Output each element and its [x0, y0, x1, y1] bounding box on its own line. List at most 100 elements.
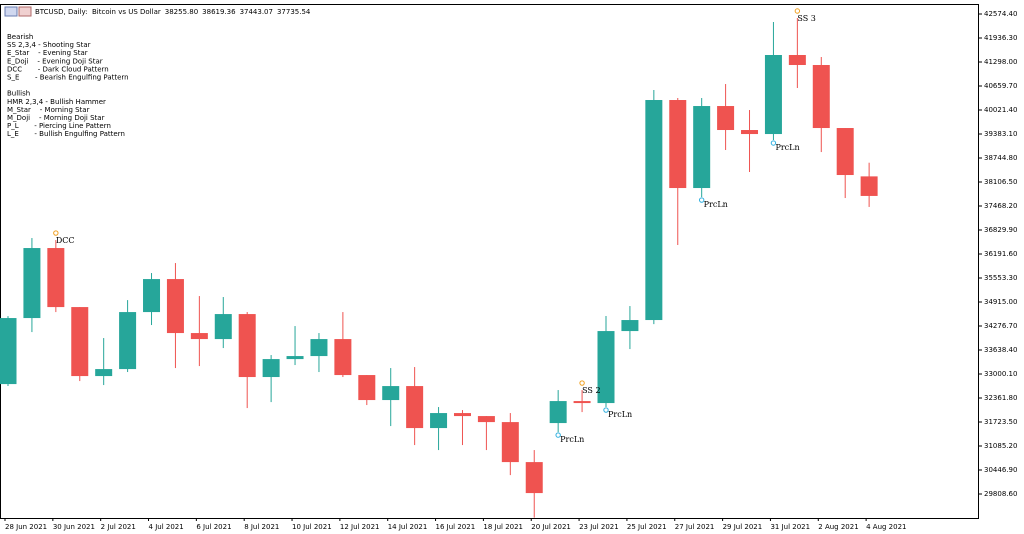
candle-body: [477, 416, 495, 423]
note-line: M_Star - Morning Star: [7, 106, 90, 114]
candle-body: [788, 55, 806, 66]
plot-frame: [0, 4, 979, 519]
candle-body: [238, 314, 256, 378]
chart-title: BTCUSD, Daily: Bitcoin vs US Dollar 38255…: [35, 8, 311, 16]
note-line: Bullish: [7, 90, 30, 98]
annotation: PrcLn: [608, 410, 632, 419]
x-tick-label: 29 Jul 2021: [723, 523, 763, 531]
candle-body: [741, 130, 759, 135]
candle-body: [95, 369, 113, 377]
y-tick-label: 40021.40: [984, 106, 1017, 114]
candle-body: [525, 462, 543, 494]
y-tick-label: 36829.90: [984, 226, 1017, 234]
note-line: E_Doji - Evening Doji Star: [7, 57, 103, 65]
annotation-icon: [555, 432, 561, 438]
candle-body: [310, 339, 328, 357]
y-tick-label: 37468.20: [984, 202, 1017, 210]
candle-body: [717, 106, 735, 131]
candle-body: [119, 312, 137, 370]
x-tick-label: 14 Jul 2021: [388, 523, 428, 531]
x-tick-label: 30 Jun 2021: [53, 523, 95, 531]
candle-body: [71, 307, 89, 377]
note-line: HMR 2,3,4 - Bullish Hammer: [7, 98, 106, 106]
y-tick-label: 33000.10: [984, 370, 1017, 378]
candle-body: [573, 401, 591, 404]
note-line: DCC - Dark Cloud Pattern: [7, 65, 109, 73]
ohlc-value: 38255.80: [165, 8, 198, 16]
candle-body: [47, 248, 65, 308]
candle-body: [764, 55, 782, 135]
y-tick-label: 38744.80: [984, 154, 1017, 162]
y-tick-label: 30446.90: [984, 466, 1017, 474]
y-tick-label: 33638.40: [984, 346, 1017, 354]
x-tick-label: 10 Jul 2021: [292, 523, 332, 531]
candle-body: [143, 279, 161, 313]
candle-body: [549, 401, 567, 424]
annotation-icon: [698, 197, 705, 203]
y-tick-label: 38106.50: [984, 178, 1017, 186]
annotation-icon: [770, 140, 777, 146]
x-tick-label: 28 Jun 2021: [5, 523, 47, 531]
ohlc-value: 38619.36: [202, 8, 236, 16]
candle-body: [166, 279, 184, 334]
candle-body: [812, 65, 830, 129]
annotation: PrcLn: [560, 435, 584, 444]
candle-body: [334, 339, 352, 376]
x-tick-label: 31 Jul 2021: [770, 523, 810, 531]
y-tick-label: 31723.50: [984, 418, 1017, 426]
note-line: L_E - Bullish Engulfing Pattern: [7, 130, 125, 138]
candle-body: [382, 386, 400, 401]
annotation: DCC: [56, 236, 75, 245]
x-tick-label: 25 Jul 2021: [627, 523, 667, 531]
annotation-icon: [603, 407, 609, 413]
candle-body: [430, 413, 448, 429]
x-tick-label: 2 Jul 2021: [101, 523, 136, 531]
candle-body: [621, 320, 639, 332]
note-line: SS 2,3,4 - Shooting Star: [7, 41, 91, 49]
candle-body: [669, 100, 687, 189]
x-tick-label: 12 Jul 2021: [340, 523, 380, 531]
x-tick-label: 4 Jul 2021: [149, 523, 184, 531]
note-line: M_Doji - Morning Doji Star: [7, 114, 105, 122]
y-tick-label: 39383.10: [984, 130, 1017, 138]
candle-body: [23, 248, 41, 319]
candle-body: [597, 331, 615, 404]
x-tick-label: 27 Jul 2021: [675, 523, 715, 531]
candle-body: [262, 359, 280, 378]
x-tick-label: 2 Aug 2021: [818, 523, 858, 531]
annotation: SS 2: [582, 386, 600, 395]
annotation: SS 3: [797, 14, 815, 23]
y-tick-label: 40659.70: [984, 82, 1017, 90]
x-tick-label: 4 Aug 2021: [866, 523, 906, 531]
y-tick-label: 31085.20: [984, 442, 1017, 450]
candle-body: [836, 128, 854, 176]
x-tick-label: 18 Jul 2021: [483, 523, 523, 531]
x-tick-label: 16 Jul 2021: [436, 523, 476, 531]
note-line: Bearish: [7, 33, 33, 41]
annotation: PrcLn: [775, 143, 799, 152]
x-tick-label: 20 Jul 2021: [531, 523, 571, 531]
y-tick-label: 42574.40: [984, 10, 1017, 18]
annotation-icon: [579, 380, 585, 386]
note-line: E_Star - Evening Star: [7, 49, 88, 57]
y-tick-label: 41298.00: [984, 58, 1017, 66]
note-line: P_L - Piercing Line Pattern: [7, 122, 111, 130]
candle-body: [860, 176, 878, 196]
candle-body: [286, 356, 304, 360]
candle-body: [645, 100, 663, 321]
candle-body: [406, 386, 424, 429]
x-tick-label: 8 Jul 2021: [244, 523, 279, 531]
candle-body: [453, 413, 471, 417]
y-tick-label: 32361.80: [984, 394, 1017, 402]
annotation-icon: [794, 8, 801, 14]
annotation-icon: [53, 230, 59, 236]
y-tick-label: 36191.60: [984, 250, 1017, 258]
y-tick-label: 35553.30: [984, 274, 1017, 282]
y-tick-label: 29808.60: [984, 490, 1017, 498]
note-line: S_E - Bearish Engulfing Pattern: [7, 74, 129, 82]
candle-body: [501, 422, 519, 463]
title: BTCUSD, Daily: Bitcoin vs US Dollar: [35, 8, 161, 16]
